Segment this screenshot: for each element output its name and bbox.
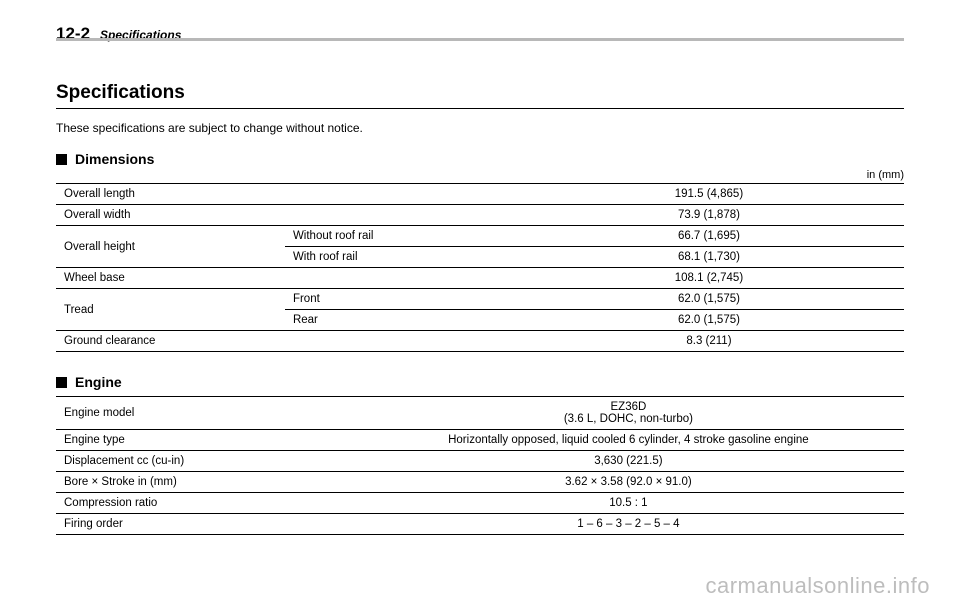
page-title: Specifications [56, 82, 904, 109]
cell-value: 8.3 (211) [514, 331, 904, 352]
cell-value: 108.1 (2,745) [514, 268, 904, 289]
cell-sublabel: With roof rail [285, 247, 514, 268]
page-header: 12-2 Specifications [56, 24, 904, 44]
cell-value: Horizontally opposed, liquid cooled 6 cy… [353, 430, 904, 451]
intro-text: These specifications are subject to chan… [56, 121, 904, 135]
table-row: Engine model EZ36D (3.6 L, DOHC, non-tur… [56, 397, 904, 430]
engine-model-line1: EZ36D [611, 401, 647, 413]
table-row: Compression ratio 10.5 : 1 [56, 493, 904, 514]
cell-value: 3,630 (221.5) [353, 451, 904, 472]
cell-value: 62.0 (1,575) [514, 310, 904, 331]
square-bullet-icon [56, 154, 67, 165]
dimensions-table: Overall length 191.5 (4,865) Overall wid… [56, 183, 904, 352]
cell-sublabel: Rear [285, 310, 514, 331]
dimensions-heading: Dimensions [75, 151, 154, 167]
cell-label: Ground clearance [56, 331, 514, 352]
cell-label: Compression ratio [56, 493, 353, 514]
table-row: Overall width 73.9 (1,878) [56, 205, 904, 226]
cell-value: 66.7 (1,695) [514, 226, 904, 247]
table-row: Overall height Without roof rail 66.7 (1… [56, 226, 904, 247]
engine-model-line2: (3.6 L, DOHC, non-turbo) [564, 413, 693, 425]
engine-heading: Engine [75, 374, 122, 390]
cell-label: Overall length [56, 184, 514, 205]
cell-label: Tread [56, 289, 285, 331]
cell-label: Firing order [56, 514, 353, 535]
cell-label: Engine type [56, 430, 353, 451]
cell-label: Engine model [56, 397, 353, 430]
dimensions-unit: in (mm) [56, 169, 904, 181]
dimensions-heading-row: Dimensions [56, 151, 904, 167]
cell-label: Overall width [56, 205, 514, 226]
cell-label: Overall height [56, 226, 285, 268]
cell-label: Displacement cc (cu-in) [56, 451, 353, 472]
table-row: Bore × Stroke in (mm) 3.62 × 3.58 (92.0 … [56, 472, 904, 493]
cell-value: 3.62 × 3.58 (92.0 × 91.0) [353, 472, 904, 493]
engine-heading-row: Engine [56, 374, 904, 390]
cell-value: 62.0 (1,575) [514, 289, 904, 310]
table-row: Displacement cc (cu-in) 3,630 (221.5) [56, 451, 904, 472]
square-bullet-icon [56, 377, 67, 388]
cell-value: 73.9 (1,878) [514, 205, 904, 226]
cell-sublabel: Without roof rail [285, 226, 514, 247]
cell-value: 68.1 (1,730) [514, 247, 904, 268]
cell-value: 10.5 : 1 [353, 493, 904, 514]
table-row: Firing order 1 – 6 – 3 – 2 – 5 – 4 [56, 514, 904, 535]
table-row: Ground clearance 8.3 (211) [56, 331, 904, 352]
header-rule [56, 38, 904, 41]
table-row: Engine type Horizontally opposed, liquid… [56, 430, 904, 451]
table-row: Overall length 191.5 (4,865) [56, 184, 904, 205]
cell-label: Bore × Stroke in (mm) [56, 472, 353, 493]
cell-sublabel: Front [285, 289, 514, 310]
table-row: Tread Front 62.0 (1,575) [56, 289, 904, 310]
engine-table: Engine model EZ36D (3.6 L, DOHC, non-tur… [56, 396, 904, 535]
cell-value: 191.5 (4,865) [514, 184, 904, 205]
watermark: carmanualsonline.info [705, 573, 930, 599]
cell-value: 1 – 6 – 3 – 2 – 5 – 4 [353, 514, 904, 535]
page-number: 12-2 [56, 24, 90, 44]
table-row: Wheel base 108.1 (2,745) [56, 268, 904, 289]
cell-value: EZ36D (3.6 L, DOHC, non-turbo) [353, 397, 904, 430]
cell-label: Wheel base [56, 268, 514, 289]
